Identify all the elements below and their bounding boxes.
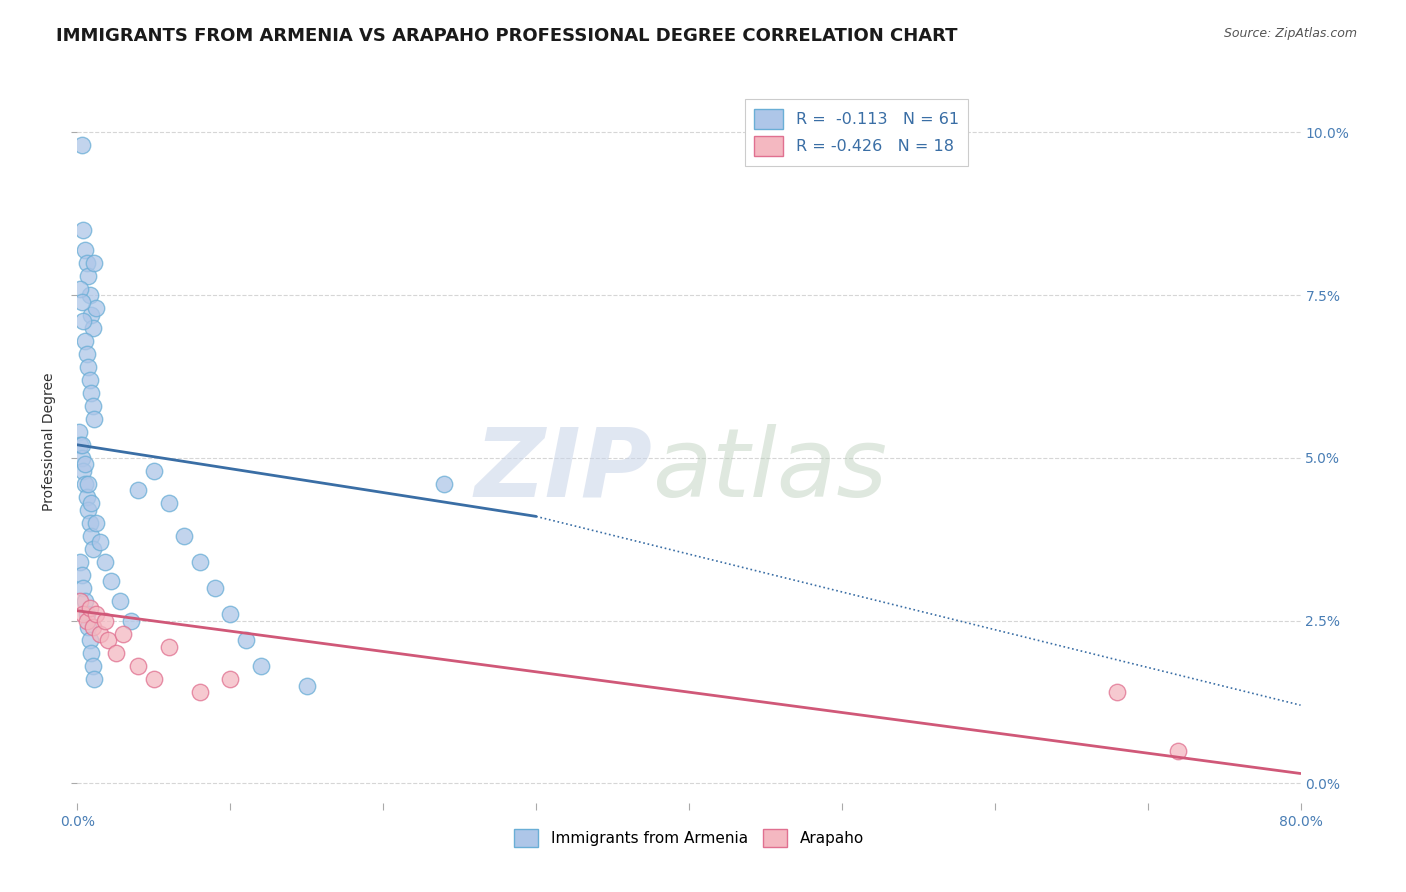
Point [72,581,94,595]
Point [80,646,103,660]
Point [70,438,93,452]
Point [73,458,96,472]
Point [89,626,111,640]
Point [84,516,107,530]
Point [94,555,117,569]
Point [67,425,90,439]
Point [157,640,180,654]
Point [76,490,98,504]
Point [72,607,94,621]
Point [69,594,91,608]
Point [73,594,96,608]
Point [1167,744,1189,758]
Point [108,594,131,608]
Point [82,659,104,673]
Point [80,385,103,400]
Point [76,614,98,628]
Point [173,529,195,543]
Point [127,483,149,498]
Point [73,476,96,491]
Point [82,541,104,556]
Point [142,672,165,686]
Point [219,672,242,686]
Point [188,685,211,699]
Point [73,334,96,348]
Point [77,503,100,517]
Point [79,516,101,530]
Point [219,607,242,621]
Point [127,659,149,673]
Point [80,496,103,510]
Point [73,243,96,257]
Point [76,255,98,269]
Point [94,614,117,628]
Point [76,607,98,621]
Point [79,288,101,302]
Point [77,359,100,374]
Point [70,294,93,309]
Point [80,529,103,543]
Point [82,320,104,334]
Point [89,535,111,549]
Point [79,633,101,648]
Point [433,476,456,491]
Point [77,620,100,634]
Point [204,581,226,595]
Point [84,301,107,315]
Point [188,555,211,569]
Point [70,450,93,465]
Point [295,679,318,693]
Point [80,308,103,322]
Point [72,464,94,478]
Point [84,607,107,621]
Point [112,626,135,640]
Point [104,646,127,660]
Text: atlas: atlas [652,424,887,517]
Point [83,255,105,269]
Y-axis label: Professional Degree: Professional Degree [42,372,56,511]
Point [157,496,180,510]
Point [69,438,91,452]
Point [79,373,101,387]
Point [79,600,101,615]
Point [72,314,94,328]
Point [72,223,94,237]
Point [70,138,93,153]
Point [97,633,120,648]
Text: ZIP: ZIP [474,424,652,517]
Point [76,346,98,360]
Point [77,476,100,491]
Point [100,574,122,589]
Text: Source: ZipAtlas.com: Source: ZipAtlas.com [1223,27,1357,40]
Point [83,411,105,425]
Point [120,614,142,628]
Point [77,268,100,283]
Point [1107,685,1129,699]
Point [69,555,91,569]
Legend: Immigrants from Armenia, Arapaho: Immigrants from Armenia, Arapaho [508,823,870,853]
Point [235,633,257,648]
Point [83,672,105,686]
Point [82,399,104,413]
Point [82,620,104,634]
Point [142,464,165,478]
Point [70,568,93,582]
Point [250,659,273,673]
Point [69,282,91,296]
Text: IMMIGRANTS FROM ARMENIA VS ARAPAHO PROFESSIONAL DEGREE CORRELATION CHART: IMMIGRANTS FROM ARMENIA VS ARAPAHO PROFE… [56,27,957,45]
